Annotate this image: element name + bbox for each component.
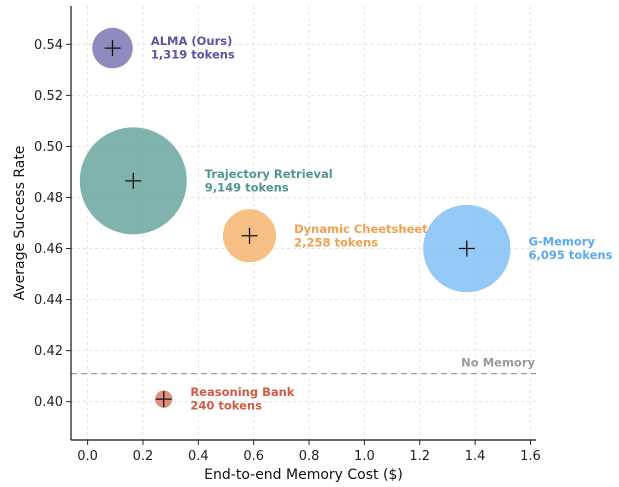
x-tick-label: 0.0 xyxy=(77,449,98,464)
x-tick-label: 1.0 xyxy=(354,449,375,464)
point-name-label: Dynamic Cheetsheet xyxy=(294,222,428,236)
point-tokens-label: 2,258 tokens xyxy=(294,235,378,249)
point-name-label: Reasoning Bank xyxy=(190,385,294,399)
y-tick-label: 0.54 xyxy=(34,38,63,53)
point-name-label: G-Memory xyxy=(528,235,595,249)
x-tick-label: 1.6 xyxy=(520,449,541,464)
point-name-label: ALMA (Ours) xyxy=(151,34,233,48)
point-name-label: Trajectory Retrieval xyxy=(205,167,333,181)
point-tokens-label: 9,149 tokens xyxy=(205,180,289,194)
y-tick-label: 0.42 xyxy=(34,344,63,359)
x-tick-label: 1.4 xyxy=(465,449,486,464)
x-tick-label: 0.2 xyxy=(133,449,154,464)
x-axis-title: End-to-end Memory Cost ($) xyxy=(204,467,403,483)
y-tick-label: 0.46 xyxy=(34,242,63,257)
y-tick-label: 0.40 xyxy=(34,395,63,410)
x-tick-label: 0.8 xyxy=(299,449,320,464)
y-axis-title: Average Success Rate xyxy=(12,146,28,301)
y-tick-label: 0.44 xyxy=(34,293,63,308)
y-tick-label: 0.48 xyxy=(34,191,63,206)
y-tick-label: 0.50 xyxy=(34,140,63,155)
baseline-label: No Memory xyxy=(461,356,535,370)
point-labels: ALMA (Ours)1,319 tokens Trajectory Retrie… xyxy=(151,34,613,413)
baseline: No Memory xyxy=(71,356,536,374)
x-tick-label: 0.4 xyxy=(188,449,209,464)
x-tick-label: 1.2 xyxy=(409,449,430,464)
point-tokens-label: 6,095 tokens xyxy=(528,248,612,262)
x-tick-label: 0.6 xyxy=(243,449,264,464)
y-tick-label: 0.52 xyxy=(34,89,63,104)
point-tokens-label: 240 tokens xyxy=(190,399,262,413)
point-tokens-label: 1,319 tokens xyxy=(151,48,235,62)
